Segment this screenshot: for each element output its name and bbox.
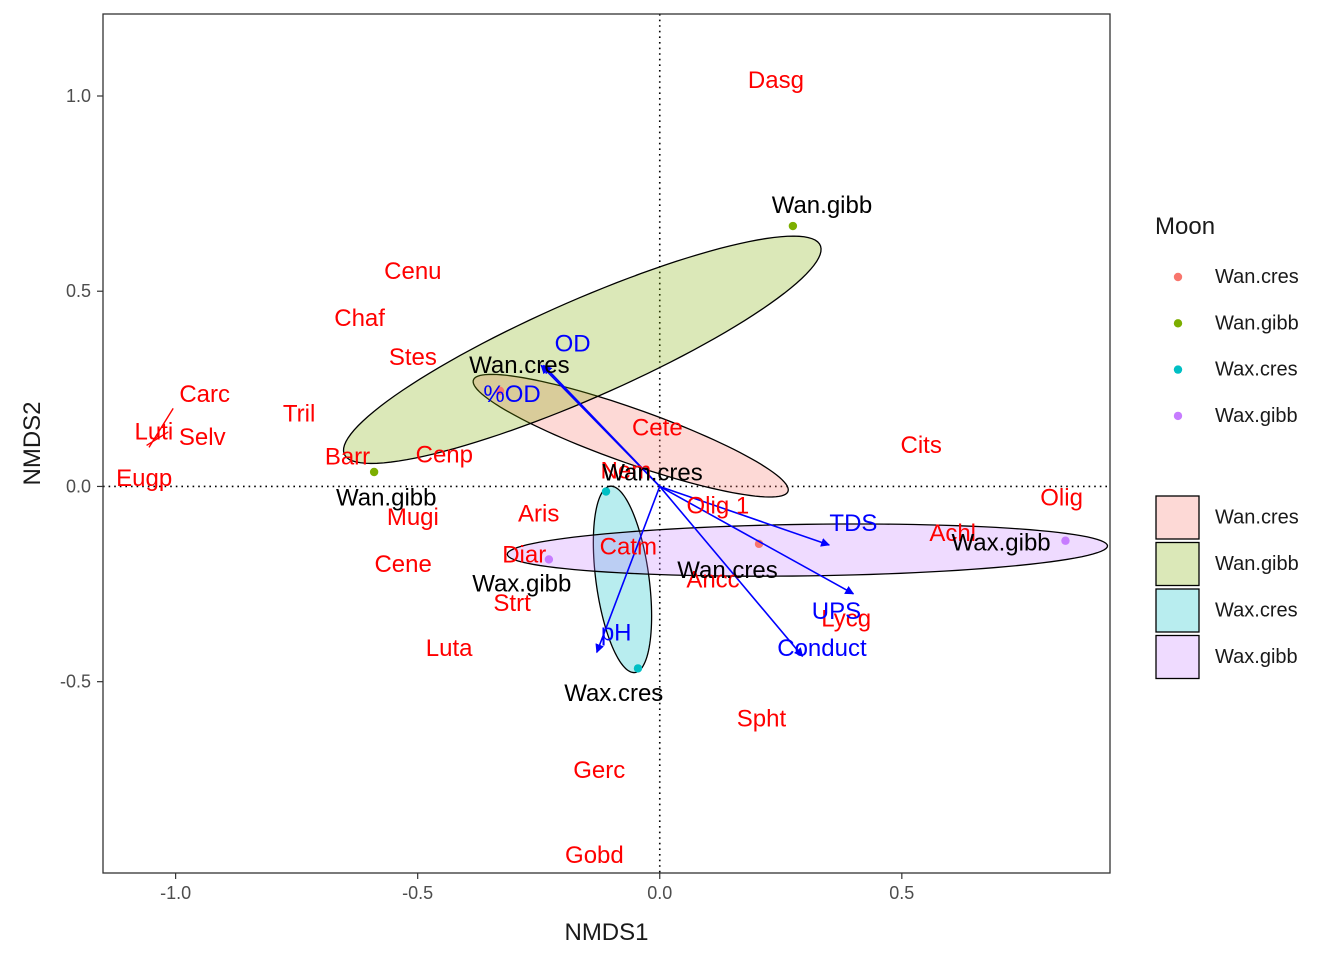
species-label: Gobd: [565, 842, 624, 869]
vector-label: pH: [601, 619, 632, 646]
ellipse-wan-cres: [472, 373, 789, 498]
species-label: Stes: [389, 344, 437, 371]
species-label: Gerc: [573, 757, 625, 784]
species-label: Eugp: [116, 465, 172, 492]
legend-point-key: [1173, 319, 1183, 328]
species-label: Cenu: [384, 258, 441, 285]
group-label: Wan.cres: [677, 557, 777, 584]
group-label: Wax.gibb: [951, 530, 1050, 557]
legend-point-key: [1173, 272, 1183, 282]
species-label: Tril: [283, 401, 315, 428]
vector-arrow-ups: [659, 485, 855, 595]
y-tick-label: 0.5: [66, 281, 91, 301]
vector-label: OD: [555, 330, 591, 357]
y-axis-title: NMDS2: [19, 401, 46, 485]
sample-point-wax-gibb: [1061, 536, 1070, 545]
sample-point-wax-gibb: [544, 555, 554, 564]
x-tick-label: -0.5: [402, 883, 433, 903]
group-label: Wan.cres: [602, 459, 702, 486]
y-tick-label: 0.0: [66, 476, 91, 496]
vector-arrow-tds: [659, 485, 831, 547]
species-label: Spht: [737, 705, 787, 732]
species-label: Ancc: [686, 567, 739, 594]
y-tick-label: -0.5: [60, 672, 91, 692]
y-tick-label: 1.0: [66, 86, 91, 106]
legend-fill-label: Wan.cres: [1215, 507, 1299, 529]
sample-point-wax-cres: [633, 664, 643, 673]
sample-point-wan-gibb: [369, 467, 379, 477]
species-label: Cenp: [416, 442, 473, 469]
legend-point-label: Wax.gibb: [1215, 405, 1298, 427]
species-label: Achl: [929, 520, 976, 547]
ellipse-wax-gibb: [506, 523, 1109, 577]
legend-fill-label: Wax.gibb: [1215, 646, 1298, 668]
legend-title: Moon: [1155, 213, 1215, 240]
species-label: Cene: [374, 551, 431, 578]
group-label: Wan.gibb: [772, 192, 873, 219]
species-label: Catm: [600, 533, 657, 560]
legend-fill-key: [1155, 588, 1200, 633]
species-label: Olig 1: [686, 492, 749, 519]
species-label: Diar: [502, 541, 546, 568]
species-label: Cits: [901, 432, 942, 459]
panel-border: [102, 13, 1111, 874]
vector-label: UPS: [812, 598, 861, 625]
vector-label: TDS: [829, 510, 877, 537]
ellipse-wan-gibb: [342, 235, 822, 465]
legend-fill-label: Wan.gibb: [1215, 553, 1299, 575]
species-label: Olig: [1040, 485, 1083, 512]
vector-arrow-conduct: [659, 485, 804, 657]
legend-point-key: [1173, 365, 1183, 374]
species-label: Selv: [179, 424, 226, 451]
vector-label: %OD: [483, 381, 540, 408]
species-label: Dasg: [748, 67, 804, 94]
vector-label: Conduct: [777, 635, 867, 662]
legend-fill-label: Wax.cres: [1215, 600, 1298, 622]
species-label: Luta: [426, 635, 473, 662]
legend-point-label: Wan.cres: [1215, 266, 1299, 288]
species-label: Strt: [493, 590, 531, 617]
panel-background: [103, 14, 1110, 873]
legend-point-key: [1173, 411, 1183, 421]
vector-arrow-ph: [595, 486, 661, 654]
vector-arrow-pct-od: [542, 364, 661, 488]
legend-point-label: Wax.cres: [1215, 359, 1298, 381]
group-label: Wan.gibb: [336, 485, 437, 512]
legend-point-label: Wan.gibb: [1215, 312, 1299, 334]
group-label: Wax.gibb: [472, 571, 571, 598]
axes: -1.0 -0.5 0.0 0.5 -0.5 0.0 0.5 1.0 NMDS1 NMDS2: [19, 86, 914, 946]
legend-fill-key: [1155, 634, 1200, 680]
species-label: Carc: [179, 381, 230, 408]
x-tick-label: 0.5: [889, 883, 914, 903]
species-label: Chaf: [334, 305, 385, 332]
sample-point-wan-cres: [495, 386, 505, 395]
sample-point-wan-gibb: [788, 221, 798, 231]
x-axis-title: NMDS1: [564, 919, 648, 946]
species-label: Mugi: [387, 504, 439, 531]
x-tick-label: -1.0: [160, 883, 191, 903]
species-leader-line: [146, 431, 169, 447]
species-label: Lycg: [821, 606, 871, 633]
species-label: Luti: [134, 418, 173, 445]
legend: Moon Wan.cres Wan.gibb Wax.cres Wax.gibb Wan.…: [1155, 213, 1299, 680]
species-label: Aris: [518, 500, 559, 527]
species-label: Barr: [325, 444, 370, 471]
species-label: Cete: [632, 414, 683, 441]
group-label: Wan.cres: [469, 352, 569, 379]
legend-fill-key: [1155, 541, 1200, 587]
legend-fill-key: [1155, 495, 1200, 540]
species-label: Nem: [601, 457, 652, 484]
x-tick-label: 0.0: [647, 883, 672, 903]
sample-point-wax-cres: [601, 487, 611, 496]
group-label: Wax.cres: [564, 680, 663, 707]
